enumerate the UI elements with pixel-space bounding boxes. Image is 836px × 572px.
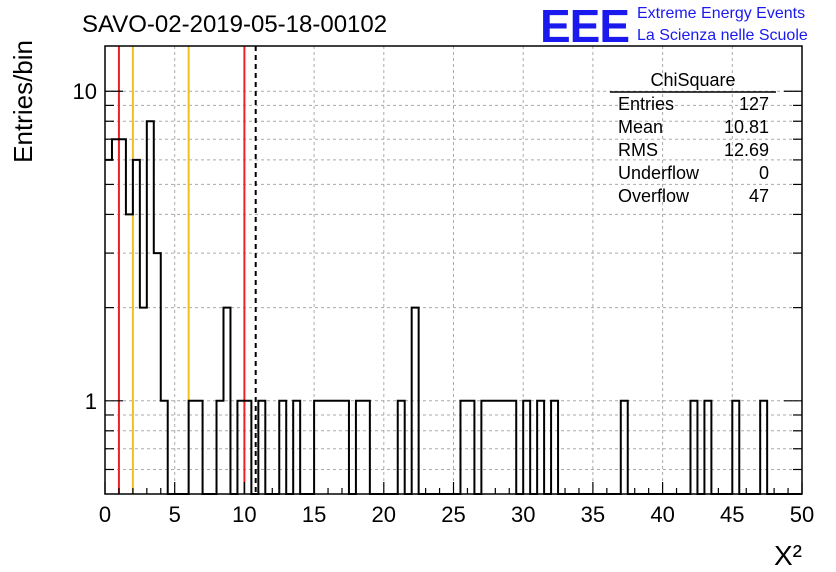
x-tick-label: 10 — [232, 502, 256, 527]
stats-value: 0 — [759, 163, 769, 183]
x-tick-label: 25 — [441, 502, 465, 527]
eee-logo-line1: Extreme Energy Events — [637, 5, 805, 22]
x-tick-label: 0 — [99, 502, 111, 527]
stats-label: Overflow — [618, 186, 690, 206]
x-tick-label: 35 — [581, 502, 605, 527]
eee-logo: EEE Extreme Energy Events La Scienza nel… — [540, 0, 808, 52]
eee-logo-mark: EEE — [540, 0, 629, 52]
stats-label: Entries — [618, 94, 674, 114]
y-tick-labels: 1 10 — [73, 79, 97, 414]
stats-value: 12.69 — [724, 140, 769, 160]
stats-value: 10.81 — [724, 117, 769, 137]
x-tick-label: 50 — [790, 502, 814, 527]
x-tick-label: 5 — [169, 502, 181, 527]
eee-logo-line2: La Scienza nelle Scuole — [637, 27, 808, 44]
stats-box: ChiSquare Entries 127 Mean 10.81 RMS 12.69 Und… — [610, 70, 776, 206]
x-tick-label: 40 — [650, 502, 674, 527]
x-tick-label: 20 — [372, 502, 396, 527]
stats-label: Mean — [618, 117, 663, 137]
chart-title: SAVO-02-2019-05-18-00102 — [82, 11, 387, 38]
y-tick-label: 1 — [85, 389, 97, 414]
x-tick-label: 45 — [720, 502, 744, 527]
stats-rows: Entries 127 Mean 10.81 RMS 12.69 Underflow 0 Ove… — [618, 94, 769, 206]
stats-label: RMS — [618, 140, 658, 160]
x-tick-labels: 0 5 10 15 20 25 30 35 40 45 50 — [99, 502, 814, 527]
y-tick-label: 10 — [73, 79, 97, 104]
x-tick-label: 15 — [302, 502, 326, 527]
stats-value: 47 — [749, 186, 769, 206]
axis-ticks — [104, 90, 803, 494]
x-tick-label: 30 — [511, 502, 535, 527]
stats-value: 127 — [739, 94, 769, 114]
stats-title: ChiSquare — [650, 70, 735, 90]
y-axis-label: Entries/bin — [8, 40, 38, 163]
x-axis-label: X² — [774, 540, 802, 571]
stats-label: Underflow — [618, 163, 700, 183]
grid — [105, 46, 802, 494]
